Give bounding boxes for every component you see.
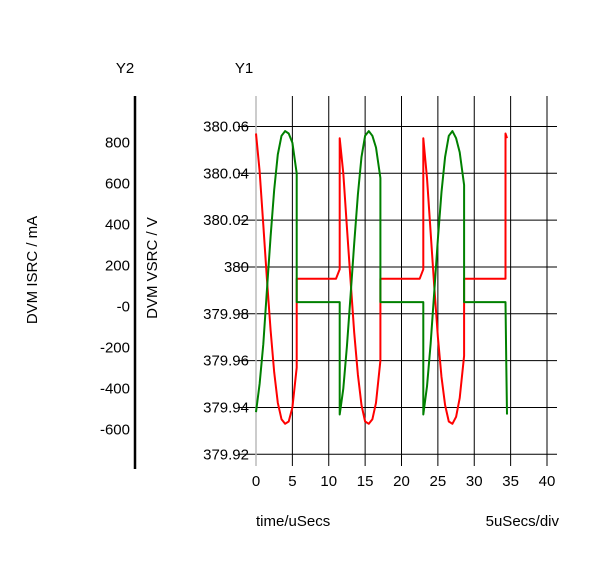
y1-tick-label: 380.06 [203, 118, 249, 135]
y2-tick-label: 800 [105, 134, 130, 151]
x-tick-label: 10 [320, 473, 337, 490]
y1-tick-label: 380.02 [203, 212, 249, 229]
y1-tick-label: 379.98 [203, 306, 249, 323]
x-tick-label: 0 [252, 473, 260, 490]
y2-tick-label: -600 [100, 421, 130, 438]
grid-lines [238, 96, 557, 466]
y2-tick-label: -400 [100, 380, 130, 397]
y1-tick-label: 379.92 [203, 446, 249, 463]
y2-axis-title: Y2 [116, 60, 134, 77]
x-tick-label: 25 [430, 473, 447, 490]
tick-labels: 379.92 379.94 379.96 379.98 380 380.02 380.04 3… [100, 118, 555, 490]
x-division-label: 5uSecs/div [486, 513, 560, 530]
y2-tick-label: 400 [105, 216, 130, 233]
y1-tick-label: 380 [224, 259, 249, 276]
y2-axis-label: DVM ISRC / mA [24, 216, 41, 324]
x-tick-label: 5 [288, 473, 296, 490]
x-tick-label: 15 [357, 473, 374, 490]
x-tick-label: 35 [502, 473, 519, 490]
y1-tick-label: 379.94 [203, 399, 249, 416]
x-axis-label: time/uSecs [256, 513, 330, 530]
x-tick-label: 30 [466, 473, 483, 490]
y2-tick-label: -200 [100, 339, 130, 356]
y2-tick-label: 600 [105, 175, 130, 192]
series-group [255, 130, 508, 425]
series-line-2 [255, 130, 508, 416]
y2-tick-label: -0 [117, 298, 130, 315]
y1-axis-title: Y1 [235, 60, 253, 77]
y1-tick-label: 380.04 [203, 165, 249, 182]
x-tick-label: 20 [393, 473, 410, 490]
x-tick-label: 40 [539, 473, 556, 490]
y2-tick-label: 200 [105, 257, 130, 274]
y1-axis-label: DVM VSRC / V [144, 217, 161, 319]
series-line-1 [255, 132, 508, 425]
y1-tick-label: 379.96 [203, 353, 249, 370]
